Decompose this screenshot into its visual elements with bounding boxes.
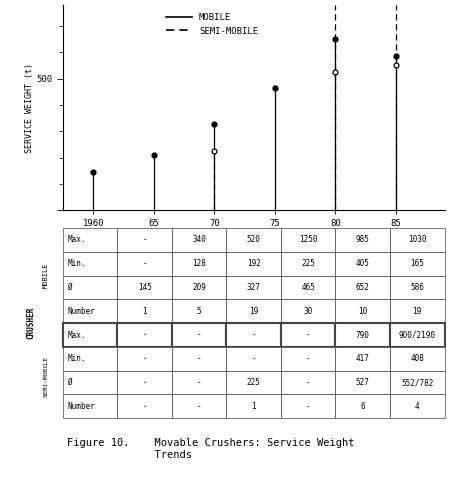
Text: Figure 10.    Movable Crushers: Service Weight
              Trends: Figure 10. Movable Crushers: Service Wei… xyxy=(66,438,354,460)
Legend: MOBILE, SEMI-MOBILE: MOBILE, SEMI-MOBILE xyxy=(163,9,262,39)
Text: SEMI-MOBILE: SEMI-MOBILE xyxy=(43,356,48,397)
Text: MOBILE: MOBILE xyxy=(43,263,48,288)
Y-axis label: SERVICE WEIGHT (t): SERVICE WEIGHT (t) xyxy=(25,63,34,152)
Text: CRUSHER: CRUSHER xyxy=(26,307,35,339)
